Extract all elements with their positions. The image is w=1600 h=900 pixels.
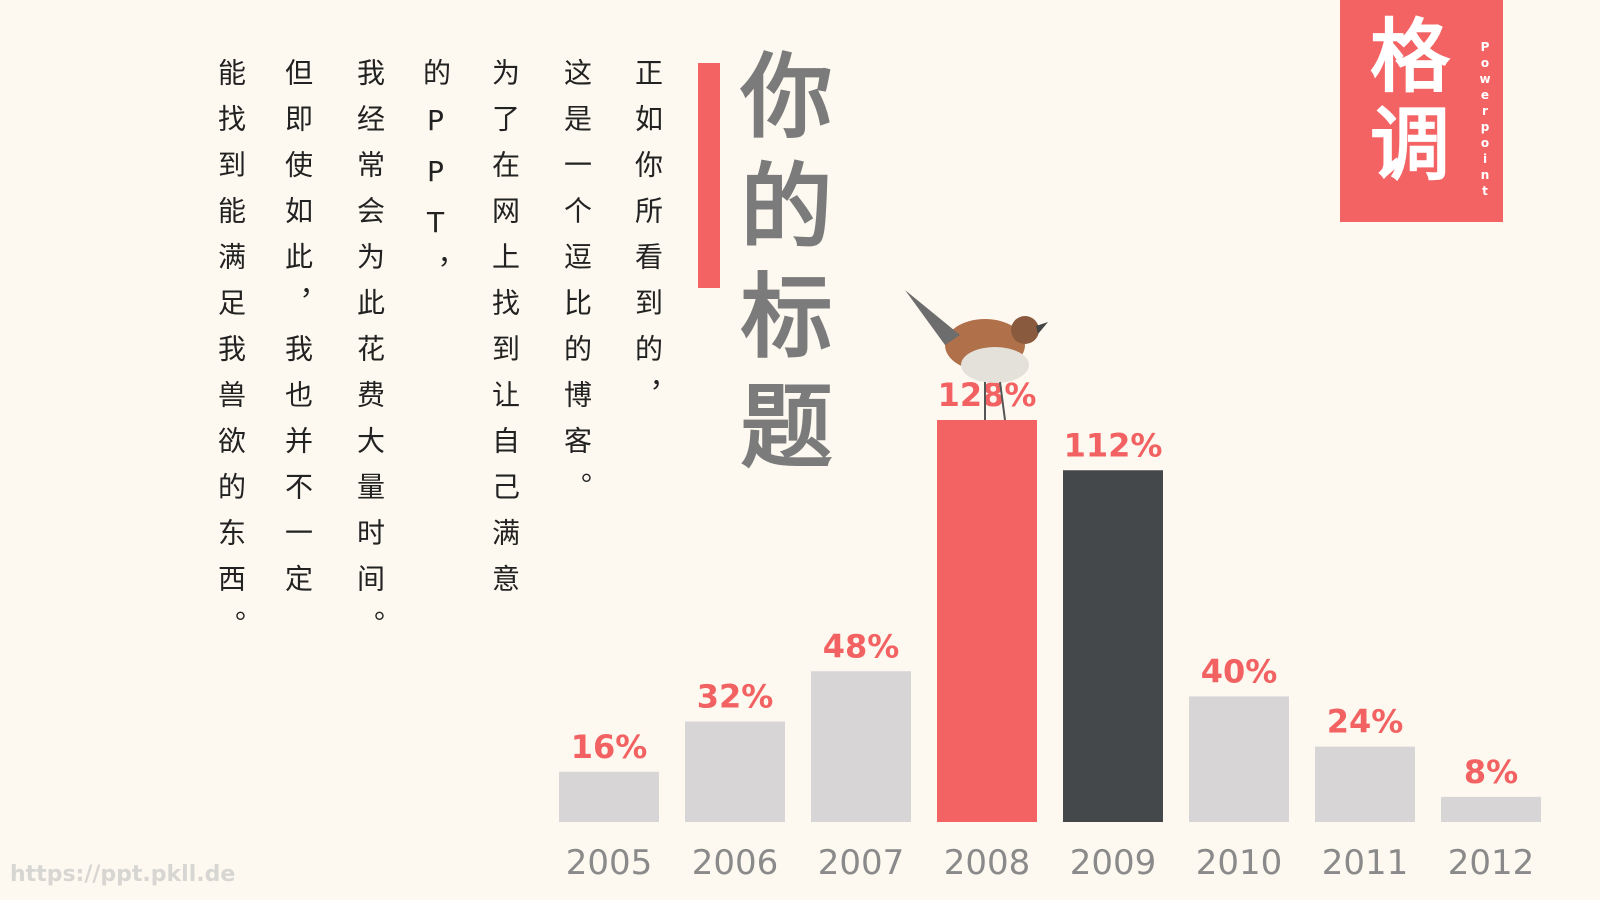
value-label: 112% [1064,426,1163,464]
body-text: 的PPT， [419,58,452,303]
bar [1189,696,1289,822]
x-tick-label: 2007 [818,843,905,883]
bird [905,290,1048,421]
value-label: 24% [1327,703,1404,741]
x-tick-label: 2010 [1196,843,1283,883]
body-text: 这是一个逗比的博客。 [560,58,593,518]
x-tick-label: 2008 [944,843,1031,883]
bar [1063,470,1163,822]
logo: 格调 Powerpoint [1340,0,1503,222]
bar [685,721,785,822]
title: 你的标题 [725,48,832,488]
value-label: 8% [1464,753,1518,791]
value-label: 48% [823,627,900,665]
watermark: https://ppt.pkll.de [10,862,236,887]
logo-subtitle: Powerpoint [1478,40,1492,200]
value-label: 16% [571,728,648,766]
body-text: 为了在网上找到让自己满意 [488,58,521,610]
x-tick-label: 2011 [1322,843,1409,883]
value-label: 32% [697,678,774,716]
logo-title: 格调 [1357,14,1450,190]
bar [1315,746,1415,822]
x-tick-label: 2009 [1070,843,1157,883]
x-tick-label: 2005 [566,843,653,883]
bar [937,420,1037,822]
body-text: 但即使如此，我也并不一定 [281,58,314,610]
bar [811,671,911,822]
body-text: 能找到能满足我兽欲的东西。 [214,58,247,656]
bar [1441,796,1541,822]
body-text: 我经常会为此花费大量时间。 [353,58,386,656]
value-label: 40% [1201,652,1278,690]
title-accent [698,63,720,288]
x-tick-label: 2012 [1448,843,1535,883]
body-text: 正如你所看到的， [631,58,664,426]
x-tick-label: 2006 [692,843,779,883]
bar [559,771,659,822]
